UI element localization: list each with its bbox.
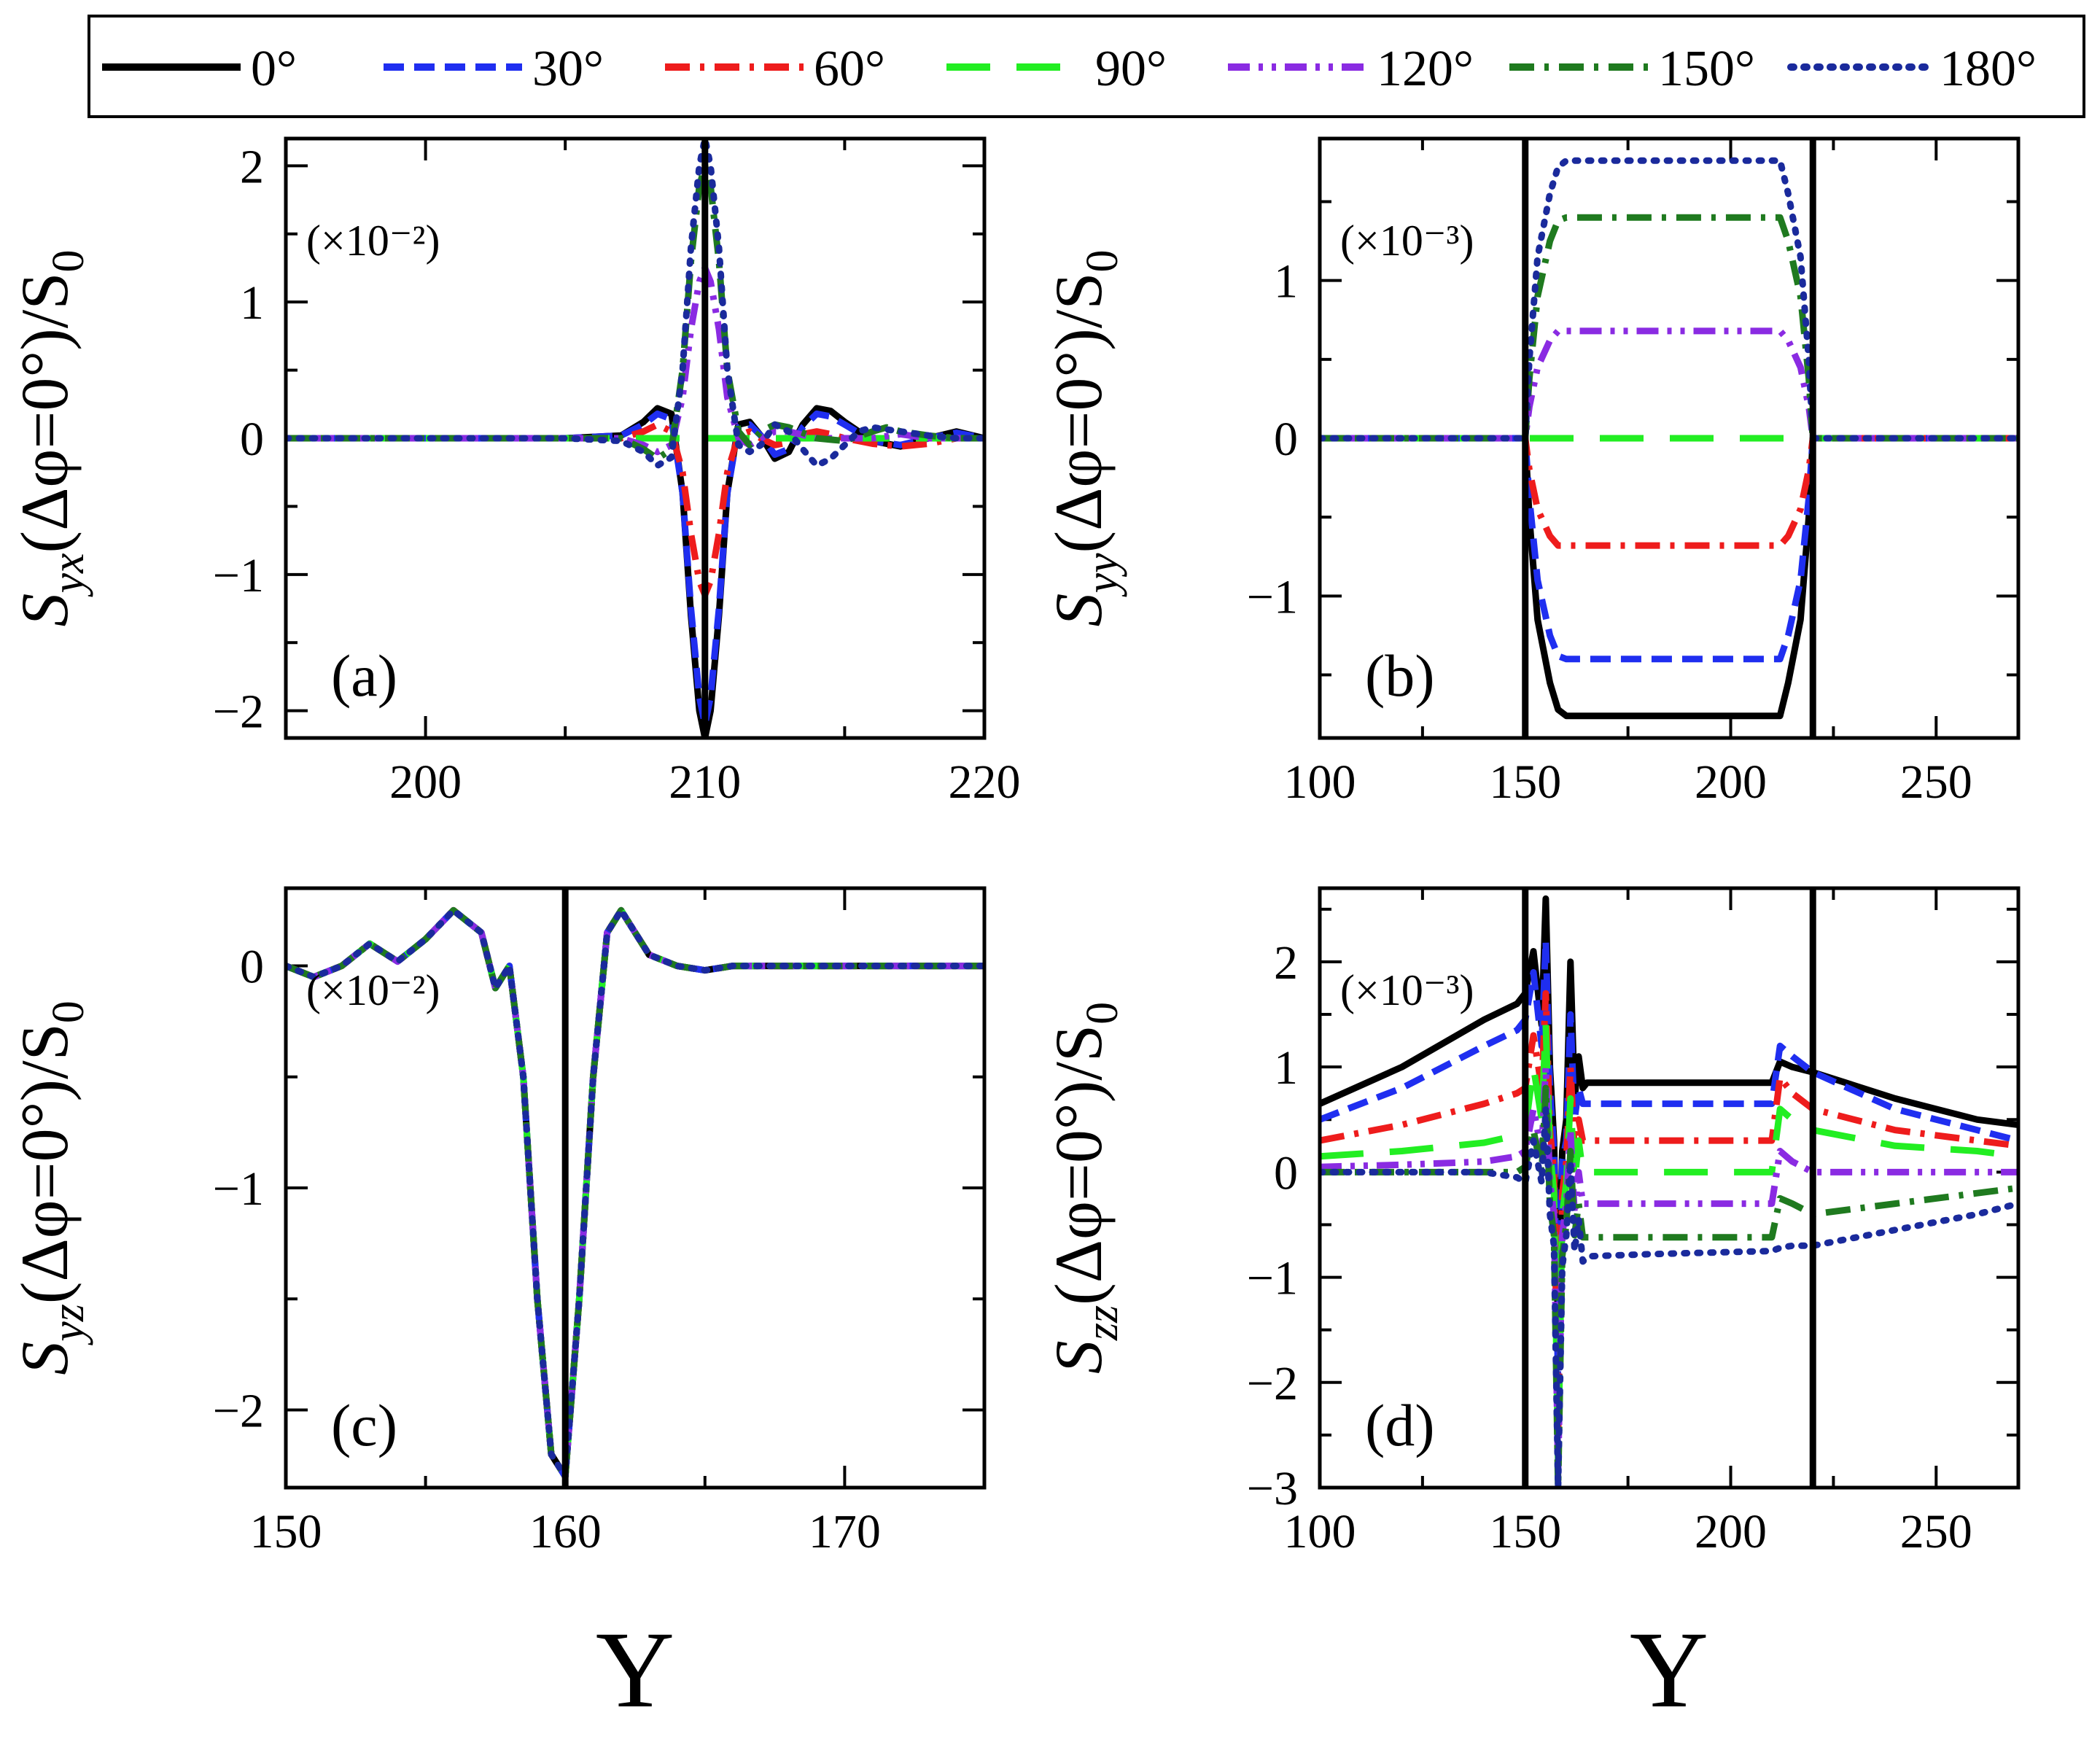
- y-tick-label: 0: [1274, 1146, 1298, 1200]
- panel-label: (c): [331, 1392, 397, 1458]
- y-tick-label: −2: [213, 1384, 264, 1437]
- x-tick-label: 170: [809, 1505, 881, 1558]
- chart-panel-a: 200 210 220 −2 −1 0 1 2 (×10⁻²) (a) Syx(Δφ=0°)/S0: [7, 136, 1021, 809]
- series-line-180deg: [1320, 157, 2018, 442]
- panel-label: (b): [1365, 642, 1435, 709]
- legend-label: 120°: [1377, 41, 1474, 97]
- plot-frame: [284, 886, 987, 1490]
- scale-note: (×10⁻²): [306, 966, 440, 1014]
- series-group: [286, 906, 984, 1480]
- series-line-180deg: [286, 139, 984, 469]
- y-axis-label: Syx(Δφ=0°)/S0: [7, 250, 93, 627]
- series-line-30deg: [1320, 937, 2018, 1386]
- series-group: [1320, 895, 2018, 1488]
- scale-note: (×10⁻³): [1340, 217, 1474, 265]
- series-line-60deg: [286, 421, 984, 599]
- legend-label: 150°: [1658, 41, 1755, 97]
- x-tick-label: 210: [669, 755, 741, 809]
- chart-panel-b: 100 150 200 250 −1 0 1 (×10⁻³) (b) Syy(Δφ=0°)/S0: [1041, 136, 2021, 809]
- series-group: [286, 139, 984, 738]
- chart-panel-d: 100 150 200 250 −3 −2 −1 0 1 2 (×10⁻³) (d) Szz(Δφ=0°…: [1041, 886, 2021, 1730]
- panel-label: (a): [331, 642, 397, 709]
- y-tick-label: −1: [213, 1162, 264, 1216]
- x-tick-label: 100: [1284, 755, 1356, 809]
- plot-frame: [1318, 136, 2021, 740]
- y-tick-label: 1: [240, 276, 264, 330]
- y-tick-label: −2: [213, 685, 264, 739]
- legend-label: 90°: [1095, 41, 1167, 97]
- legend-label: 0°: [251, 41, 297, 97]
- y-axis-label: Syz(Δφ=0°)/S0: [7, 1000, 93, 1375]
- x-tick-label: 150: [1489, 1505, 1561, 1558]
- chart-panel-c: 150 160 170 −2 −1 0 (×10⁻²) (c) Syz(Δφ=0°)/S0 Y: [7, 886, 987, 1730]
- x-axis-label: Y: [1630, 1609, 1708, 1730]
- series-line-60deg: [1320, 435, 2018, 549]
- y-tick-label: 2: [1274, 936, 1298, 990]
- series-line-180deg: [286, 906, 984, 1480]
- x-axis-label: Y: [596, 1609, 674, 1730]
- y-tick-label: 0: [1274, 413, 1298, 466]
- x-tick-label: 220: [949, 755, 1021, 809]
- plot-frame: [284, 136, 987, 740]
- series-line-120deg: [1320, 1063, 2018, 1481]
- y-tick-label: −3: [1247, 1462, 1298, 1515]
- series-line-120deg: [1320, 327, 2018, 442]
- y-tick-label: −1: [1247, 1252, 1298, 1305]
- plot-frame: [1318, 886, 2021, 1490]
- legend-label: 30°: [532, 41, 604, 97]
- y-tick-label: −1: [213, 549, 264, 602]
- x-tick-label: 250: [1900, 1505, 1972, 1558]
- x-tick-label: 250: [1900, 755, 1972, 809]
- x-tick-label: 100: [1284, 1505, 1356, 1558]
- x-tick-label: 200: [1695, 755, 1767, 809]
- series-line-150deg: [286, 162, 984, 462]
- y-tick-label: 0: [240, 413, 264, 466]
- series-group: [1320, 157, 2018, 720]
- y-axis-label: Szz(Δφ=0°)/S0: [1041, 1002, 1127, 1374]
- x-tick-label: 200: [1695, 1505, 1767, 1558]
- y-axis-label: Syy(Δφ=0°)/S0: [1041, 250, 1127, 627]
- scale-note: (×10⁻³): [1340, 966, 1474, 1014]
- series-line-60deg: [1320, 990, 2018, 1439]
- series-line-120deg: [286, 265, 984, 456]
- x-tick-label: 150: [250, 1505, 322, 1558]
- series-line-0deg: [1320, 895, 2018, 1334]
- panel-label: (d): [1365, 1392, 1435, 1458]
- y-tick-label: 1: [1274, 1041, 1298, 1095]
- legend-label: 60°: [814, 41, 885, 97]
- series-line-30deg: [1320, 435, 2018, 663]
- legend: 0° 30° 60° 90° 120° 150° 180°: [88, 15, 2085, 118]
- y-tick-label: −2: [1247, 1357, 1298, 1410]
- series-line-180deg: [1320, 1105, 2018, 1488]
- y-tick-label: 1: [1274, 255, 1298, 308]
- x-tick-label: 160: [529, 1505, 602, 1558]
- x-tick-label: 150: [1489, 755, 1561, 809]
- y-tick-label: 0: [240, 941, 264, 994]
- y-tick-label: −1: [1247, 570, 1298, 623]
- y-tick-label: 2: [240, 140, 264, 193]
- scale-note: (×10⁻²): [306, 217, 440, 265]
- x-tick-label: 200: [389, 755, 462, 809]
- series-line-150deg: [1320, 214, 2018, 442]
- legend-label: 180°: [1940, 41, 2037, 97]
